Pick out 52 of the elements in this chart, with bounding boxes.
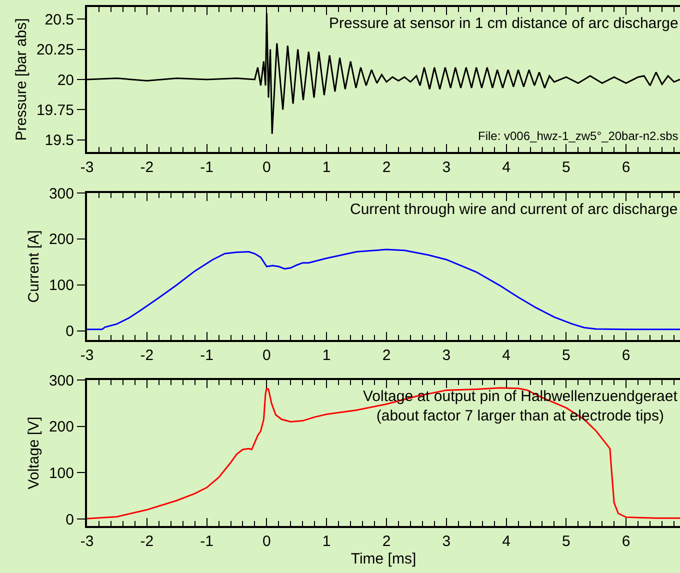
x-tick-label: -2 (140, 159, 154, 176)
y-tick-label: 20.5 (44, 11, 74, 28)
x-tick-label: 6 (622, 159, 630, 176)
line-series (87, 248, 680, 330)
x-tick-label: 1 (322, 347, 331, 364)
x-tick-label: -3 (80, 347, 94, 364)
x-tick-label: 4 (502, 533, 510, 550)
x-tick-label: 1 (322, 533, 331, 550)
x-tick-label: -3 (80, 533, 94, 550)
x-tick-label: 2 (382, 533, 391, 550)
y-tick-label: 100 (48, 464, 74, 482)
y-axis-title: Current [A] (26, 230, 43, 303)
y-tick-label: 300 (48, 372, 74, 390)
x-tick-label: 1 (322, 159, 331, 176)
y-tick-label: 19.5 (44, 132, 74, 150)
x-tick-label: 4 (502, 159, 510, 176)
x-tick-label: 5 (562, 159, 570, 176)
y-tick-label: 200 (48, 231, 74, 248)
y-tick-label: 0 (66, 511, 74, 528)
x-tick-label: 2 (382, 347, 391, 364)
x-tick-label: 6 (622, 533, 630, 550)
x-tick-label: 2 (382, 159, 391, 176)
x-tick-label: -3 (80, 159, 94, 176)
y-tick-label: 19.75 (36, 102, 74, 119)
x-tick-label: 4 (502, 347, 510, 364)
x-tick-label: -1 (200, 533, 214, 550)
x-tick-label: 0 (262, 347, 271, 364)
x-tick-label: 3 (442, 533, 451, 550)
x-tick-label: 3 (442, 159, 451, 176)
x-tick-label: 3 (442, 347, 451, 364)
x-tick-label: 0 (262, 159, 271, 176)
y-tick-label: 300 (48, 185, 74, 202)
x-axis-title: Time [ms] (350, 550, 416, 568)
y-tick-label: 100 (48, 277, 74, 294)
y-axis-title: Voltage [V] (26, 416, 43, 490)
x-tick-label: 0 (262, 533, 271, 550)
x-tick-label: 6 (622, 347, 630, 364)
x-tick-label: 5 (562, 347, 570, 364)
text: Pressure at sensor in 1 cm distance of arc discharge (329, 15, 678, 32)
x-tick-label: 5 (562, 533, 570, 550)
x-tick-label: -1 (200, 159, 214, 176)
y-tick-label: 20 (57, 72, 74, 89)
x-tick-label: -2 (140, 347, 154, 364)
x-tick-label: -2 (140, 533, 154, 550)
x-tick-label: -1 (200, 347, 214, 364)
line-series (87, 387, 680, 520)
y-tick-label: 0 (66, 323, 74, 340)
y-tick-label: 200 (48, 418, 74, 436)
annotation: File: v006_hwz-1_zw5°_20bar-n2.sbs (478, 129, 678, 143)
y-axis-title: Pressure [bar abs] (13, 18, 30, 141)
text: Current through wire and current of arc discharge (350, 201, 678, 218)
y-tick-label: 20.25 (36, 42, 74, 59)
